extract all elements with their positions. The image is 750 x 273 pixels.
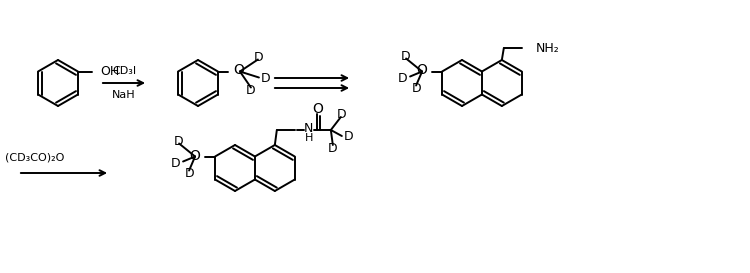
Text: D: D — [173, 135, 183, 148]
Text: D: D — [261, 72, 271, 85]
Text: D: D — [328, 141, 338, 155]
Text: NaH: NaH — [112, 90, 136, 100]
Text: O: O — [313, 102, 323, 116]
Text: D: D — [246, 84, 256, 97]
Text: D: D — [184, 167, 194, 180]
Text: D: D — [254, 51, 264, 64]
Text: D: D — [344, 130, 353, 144]
Text: D: D — [170, 157, 180, 170]
Text: OH: OH — [100, 65, 119, 78]
Text: D: D — [411, 82, 421, 95]
Text: CD₃I: CD₃I — [112, 66, 136, 76]
Text: NH₂: NH₂ — [536, 41, 560, 55]
Text: D: D — [398, 72, 407, 85]
Text: N: N — [304, 121, 313, 135]
Text: (CD₃CO)₂O: (CD₃CO)₂O — [5, 152, 64, 162]
Text: O: O — [189, 149, 200, 162]
Text: O: O — [233, 64, 244, 78]
Text: O: O — [416, 64, 427, 78]
Text: D: D — [337, 108, 346, 121]
Text: H: H — [304, 133, 313, 143]
Text: D: D — [400, 50, 410, 63]
